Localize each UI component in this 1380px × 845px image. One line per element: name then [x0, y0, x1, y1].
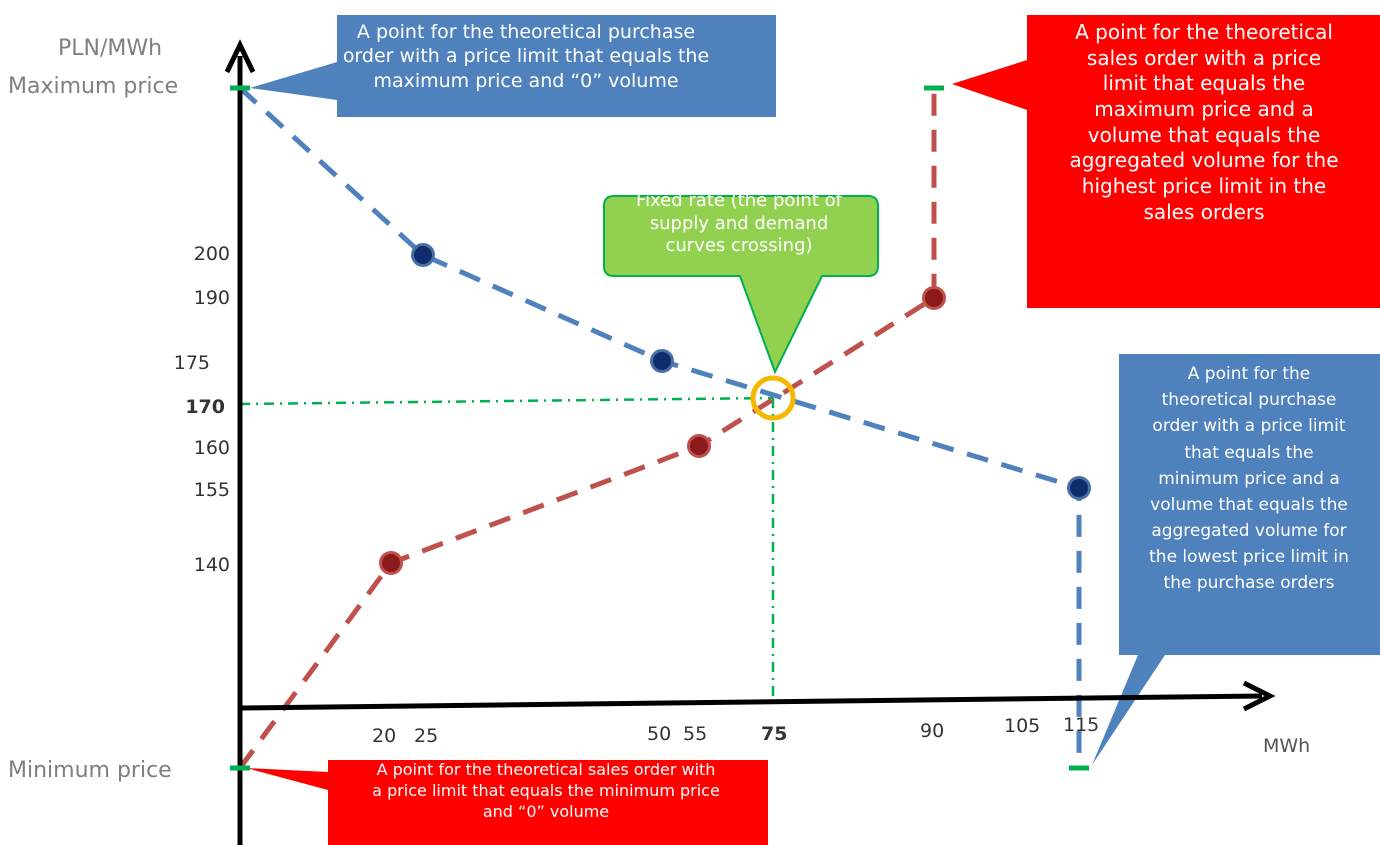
callout-line: sales order with a price: [1086, 45, 1322, 70]
callout-line: volume that equals the: [1150, 494, 1348, 515]
callout-line: and “0” volume: [482, 801, 610, 821]
x-tick-label: 20: [372, 725, 397, 747]
callout-line: the purchase orders: [1163, 573, 1335, 594]
callout-sell-min-shape: [246, 760, 768, 845]
callout-line: that equals the: [1184, 442, 1314, 463]
x-axis-unit-label: MWh: [1263, 735, 1311, 757]
y-tick-label: 155: [193, 479, 230, 501]
axes: [224, 39, 1276, 845]
callout-sell-min-text: A point for the theoretical sales order …: [322, 760, 770, 822]
callout-line: order with a price limit: [1152, 416, 1346, 437]
callout-line: supply and demand: [649, 212, 829, 234]
callout-line: aggregated volume for: [1151, 521, 1347, 542]
callout-line: theoretical purchase: [1161, 390, 1337, 411]
callout-fixed-rate-text: Fixed rate (the point of supply and deman…: [604, 190, 874, 258]
callout-sell-max-text: A point for the theoretical sales order w…: [1028, 20, 1380, 226]
x-tick-label: 115: [1063, 714, 1100, 736]
callout-line: A point for the theoretical sales order …: [376, 760, 716, 779]
callout-line: the lowest price limit in: [1149, 547, 1349, 568]
y-tick-label: 140: [193, 554, 230, 576]
y-tick-label: 200: [193, 243, 230, 265]
callout-line: sales orders: [1143, 199, 1265, 224]
callout-line: curves crossing): [665, 235, 813, 257]
x-tick-label: 90: [920, 720, 945, 742]
data-markers: [230, 85, 1091, 771]
x-tick-label: 50: [647, 723, 672, 745]
sales-point: [687, 434, 711, 458]
max-price-label: Maximum price: [8, 74, 179, 99]
y-tick-label: 160: [193, 437, 230, 459]
y-axis-unit-label: PLN/MWh: [58, 36, 163, 61]
y-tick-label-equilibrium: 170: [185, 396, 225, 418]
callout-line: A point for the: [1187, 364, 1311, 384]
callout-line: maximum price and a: [1094, 97, 1314, 122]
callout-line: order with a price limit that equals the: [342, 45, 710, 68]
callout-buy-min-shape: [1092, 354, 1380, 765]
callout-line: minimum price and a: [1158, 468, 1340, 489]
callout-line: Fixed rate (the point of: [636, 190, 842, 211]
equilibrium-ring: [750, 375, 796, 421]
sales-point: [379, 551, 403, 575]
callout-line: A point for the theoretical: [1075, 20, 1333, 44]
callout-line: highest price limit in the: [1081, 174, 1327, 199]
callout-line: maximum price and “0” volume: [373, 69, 679, 92]
x-tick-label: 55: [683, 723, 708, 745]
equilibrium-guides: [239, 396, 775, 703]
y-tick-label: 190: [193, 287, 230, 309]
x-tick-label-equilibrium: 75: [761, 723, 788, 745]
x-tick-label: 25: [414, 725, 439, 747]
x-tick-label: 105: [1004, 715, 1041, 737]
x-axis-arrowhead: [1242, 680, 1276, 712]
purchase-point: [1067, 476, 1091, 500]
purchase-point: [411, 243, 435, 267]
callout-line: limit that equals the: [1102, 71, 1306, 96]
callout-buy-min-text: A point for the theoretical purchase order…: [1118, 361, 1380, 597]
y-axis-arrowhead: [224, 39, 256, 74]
callout-shapes: [246, 15, 1380, 845]
callout-sell-max-shape: [952, 15, 1380, 308]
y-tick-label: 175: [173, 352, 210, 374]
callout-line: a price limit that equals the minimum pr…: [372, 780, 720, 800]
callout-buy-max-shape: [250, 15, 776, 117]
x-axis-line: [239, 693, 1263, 711]
min-price-label: Minimum price: [8, 758, 172, 783]
callout-buy-max-text: A point for the theoretical purchase orde…: [276, 20, 776, 93]
callout-fixed-rate-shape: [603, 195, 879, 375]
callout-line: volume that equals the: [1087, 122, 1321, 147]
sales-point: [922, 286, 946, 310]
equilibrium-price-guide: [239, 396, 774, 406]
purchase-point: [650, 349, 674, 373]
callout-line: A point for the theoretical purchase: [356, 21, 696, 43]
callout-line: aggregated volume for the: [1069, 148, 1339, 173]
